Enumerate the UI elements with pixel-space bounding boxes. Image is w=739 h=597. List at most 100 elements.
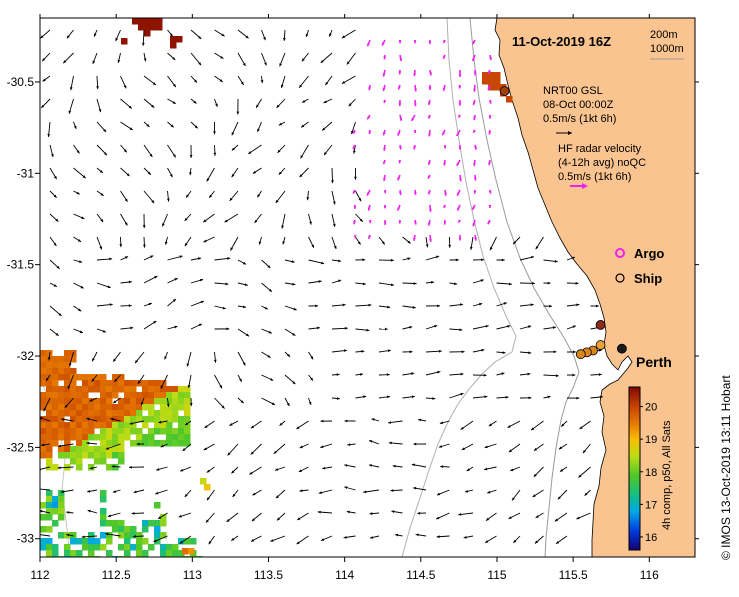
ship-marker [596, 320, 605, 329]
sst-pixel [118, 404, 125, 411]
sst-pixel [118, 446, 125, 453]
sst-pixel [46, 508, 53, 515]
sst-pixel [76, 410, 83, 417]
sst-pixel [100, 452, 107, 459]
sst-pixel [76, 422, 83, 429]
colorbar-tick-label: 20 [645, 402, 657, 414]
sst-pixel [148, 404, 155, 411]
sst-pixel [144, 18, 151, 25]
y-tick-label: -31.5 [7, 258, 35, 272]
sst-pixel [46, 410, 53, 417]
sst-pixel [178, 434, 185, 441]
sst-pixel [46, 416, 53, 423]
sst-pixel [70, 422, 77, 429]
hf-legend-line2: (4-12h avg) noQC [558, 157, 646, 169]
sst-pixel [40, 502, 47, 509]
sst-pixel [170, 42, 177, 49]
sst-pixel [64, 544, 71, 551]
sst-pixel [506, 96, 513, 103]
sst-pixel [170, 36, 177, 43]
sst-pixel [124, 422, 131, 429]
sst-pixel [166, 544, 173, 551]
sst-pixel [64, 446, 71, 453]
sst-pixel [112, 404, 119, 411]
sst-pixel [106, 398, 113, 405]
sst-pixel [70, 404, 77, 411]
sst-pixel [124, 428, 131, 435]
sst-pixel [138, 18, 145, 25]
sst-pixel [46, 392, 53, 399]
sst-pixel [52, 398, 59, 405]
sst-pixel [100, 428, 107, 435]
sst-pixel [130, 428, 137, 435]
sst-pixel [118, 520, 125, 527]
sst-pixel [94, 380, 101, 387]
sst-pixel [94, 404, 101, 411]
sst-pixel [124, 392, 131, 399]
sst-pixel [76, 416, 83, 423]
sst-pixel [88, 550, 95, 557]
sst-pixel [118, 532, 125, 539]
sst-pixel [112, 452, 119, 459]
sst-pixel [100, 520, 107, 527]
colorbar-tick-label: 19 [645, 434, 657, 446]
sst-pixel [118, 410, 125, 417]
sst-pixel [52, 362, 59, 369]
sst-pixel [172, 404, 179, 411]
sst-pixel [76, 550, 83, 557]
sst-pixel [106, 422, 113, 429]
sst-pixel [482, 72, 489, 79]
sst-pixel [106, 428, 113, 435]
sst-pixel [64, 374, 71, 381]
sst-pixel [40, 374, 47, 381]
sst-pixel [184, 392, 191, 399]
sst-pixel [106, 532, 113, 539]
sst-pixel [124, 434, 131, 441]
sst-pixel [160, 404, 167, 411]
sst-pixel [52, 434, 59, 441]
y-tick-label: -30.5 [7, 75, 35, 89]
sst-pixel [88, 464, 95, 471]
sst-pixel [76, 434, 83, 441]
sst-pixel [142, 392, 149, 399]
ship-label: Ship [634, 271, 662, 286]
sst-pixel [200, 478, 207, 485]
sst-pixel [58, 452, 65, 459]
sst-pixel [100, 440, 107, 447]
sst-pixel [52, 520, 59, 527]
ship-marker [576, 350, 585, 359]
sst-pixel [82, 428, 89, 435]
sst-pixel [46, 550, 53, 557]
sst-pixel [124, 386, 131, 393]
sst-pixel [166, 392, 173, 399]
sst-pixel [142, 526, 149, 533]
sst-pixel [58, 422, 65, 429]
sst-pixel [132, 18, 139, 25]
sst-pixel [94, 538, 101, 545]
sst-pixel [130, 380, 137, 387]
sst-pixel [76, 392, 83, 399]
sst-pixel [88, 446, 95, 453]
colorbar-tick-label: 17 [645, 499, 657, 511]
colorbar-label: 4h comp, p50, All Sats [661, 420, 673, 530]
sst-pixel [112, 428, 119, 435]
sst-pixel [58, 496, 65, 503]
sst-pixel [46, 544, 53, 551]
nrt-legend-title: NRT00 GSL [543, 85, 603, 97]
sst-pixel [52, 422, 59, 429]
sst-pixel [58, 508, 65, 515]
sst-pixel [40, 422, 47, 429]
sst-pixel [124, 544, 131, 551]
sst-pixel [100, 380, 107, 387]
sst-pixel [76, 428, 83, 435]
sst-pixel [142, 404, 149, 411]
sst-pixel [82, 410, 89, 417]
sst-pixel [178, 416, 185, 423]
sst-pixel [144, 24, 151, 31]
sst-pixel [112, 392, 119, 399]
sst-pixel [52, 368, 59, 375]
y-tick-label: -32.5 [7, 440, 35, 454]
sst-pixel [154, 410, 161, 417]
sst-pixel [100, 434, 107, 441]
argo-label: Argo [634, 246, 664, 261]
